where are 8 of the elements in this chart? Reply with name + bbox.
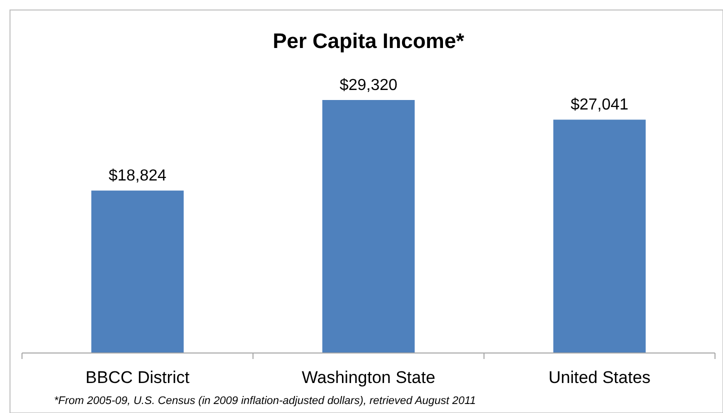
x-tick-label: Washington State: [302, 368, 436, 387]
data-label: $27,041: [570, 96, 629, 114]
chart-title: Per Capita Income*: [272, 30, 466, 53]
text: *From 2005-09, U.S. Census (in 2009 inflation-adjusted dollars), retrieved August 2011: [54, 395, 476, 407]
data-label: $18,824: [108, 168, 167, 185]
data-label: $29,320: [340, 77, 398, 94]
x-tick-label: United States: [548, 368, 651, 387]
x-tick-label: BBCC District: [86, 368, 190, 387]
